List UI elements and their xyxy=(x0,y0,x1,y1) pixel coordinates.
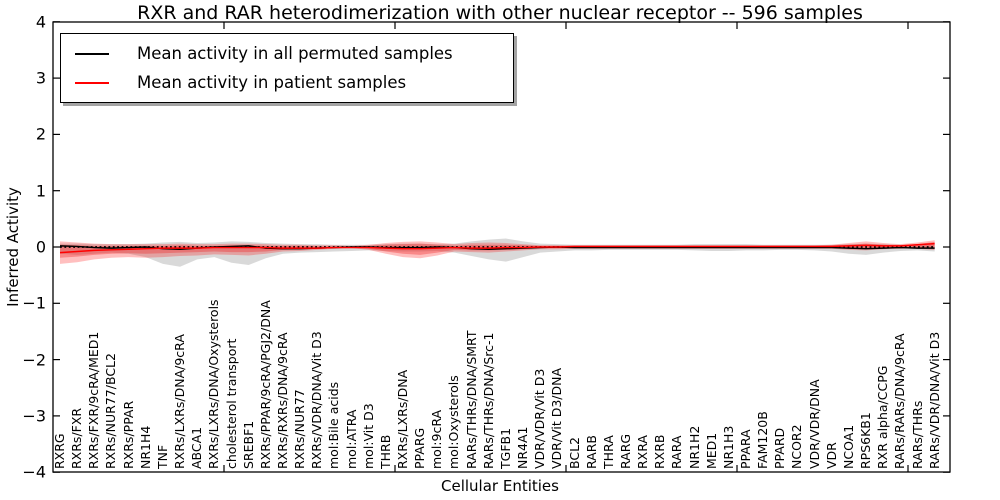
y-tick-label: 1 xyxy=(35,181,46,201)
x-tick-label: RARs/RARs/DNA/9cRA xyxy=(892,333,908,469)
x-tick-label: VDR/Vit D3/DNA xyxy=(549,367,565,469)
x-tick-label: RXRs/FXR xyxy=(69,407,85,469)
y-tick-label: −4 xyxy=(22,462,46,482)
x-tick-label: ABCA1 xyxy=(189,426,205,469)
x-tick-label: NCOR2 xyxy=(789,424,805,469)
x-tick-label: RARA xyxy=(669,435,685,469)
x-tick-label: RXRs/NUR77/BCL2 xyxy=(103,353,119,469)
x-tick-label: RXRG xyxy=(52,433,67,469)
x-tick-label: RXRs/LXRs/DNA xyxy=(395,369,410,469)
x-tick-label: RXRs/LXRs/DNA/9cRA xyxy=(172,334,188,469)
x-tick-label: mol:Oxysterols xyxy=(446,375,462,469)
x-tick-label: PPARG xyxy=(412,427,428,469)
legend-line-permuted-icon xyxy=(75,52,109,55)
x-tick-label: mol:Vit D3 xyxy=(360,403,376,469)
x-tick-label: mol:ATRA xyxy=(343,409,359,469)
y-tick-label: 0 xyxy=(35,237,46,257)
legend: Mean activity in all permuted samples Me… xyxy=(60,33,514,103)
x-tick-label: RARs/VDR/DNA/Vit D3 xyxy=(926,331,942,469)
x-tick-label: mol:9cRA xyxy=(429,409,445,469)
x-tick-label: PPARD xyxy=(772,427,788,469)
x-tick-label: RXRs/RXRs/DNA/9cRA xyxy=(274,332,290,469)
legend-label-patient: Mean activity in patient samples xyxy=(137,73,407,92)
x-tick-label: RXRs/FXR/9cRA/MED1 xyxy=(86,331,102,469)
x-tick-label: FAM120B xyxy=(755,411,771,469)
x-tick-label: RARs/THRs xyxy=(909,400,925,469)
x-tick-label: RARs/THRs/DNA/SMRT xyxy=(463,330,479,469)
x-tick-label: RXRA xyxy=(635,435,651,469)
x-tick-label: cholesterol transport xyxy=(223,338,239,469)
x-tick-label: VDR/VDR/DNA xyxy=(806,379,822,469)
chart-title: RXR and RAR heterodimerization with othe… xyxy=(137,2,863,24)
x-tick-label: mol:Bile acids xyxy=(326,381,342,469)
x-tick-label: PPARA xyxy=(738,429,753,469)
x-tick-label: RXRs/PPAR xyxy=(120,400,136,469)
x-tick-label: VDR/VDR/Vit D3 xyxy=(532,368,548,469)
legend-line-patient-icon xyxy=(75,81,109,84)
x-tick-label: TGFB1 xyxy=(497,427,513,469)
x-tick-label: NR1H2 xyxy=(686,425,702,469)
x-tick-label: RXRs/LXRs/DNA/Oxysterols xyxy=(206,299,222,469)
band-permuted-samples-range xyxy=(60,238,935,267)
x-tick-label: NR4A1 xyxy=(515,426,531,470)
y-tick-label: −2 xyxy=(22,350,46,370)
x-tick-label: SREBF1 xyxy=(240,420,256,469)
legend-item-permuted: Mean activity in all permuted samples xyxy=(61,39,513,68)
x-tick-label: BCL2 xyxy=(566,436,582,469)
legend-label-permuted: Mean activity in all permuted samples xyxy=(137,44,453,63)
x-tick-label: RARs/THRs/DNA/Src-1 xyxy=(480,332,496,469)
x-tick-label: THRB xyxy=(377,434,393,469)
x-tick-label: NR1H4 xyxy=(137,425,153,469)
x-tick-label: RXRs/VDR/DNA/Vit D3 xyxy=(309,331,325,469)
x-axis-label: Cellular Entities xyxy=(441,477,559,495)
x-tick-label: TNF xyxy=(154,444,170,469)
x-tick-label: RPS6KB1 xyxy=(858,412,874,469)
x-tick-label: MED1 xyxy=(703,432,719,469)
x-tick-label: RXRs/PPAR/9cRA/PGJ2/DNA xyxy=(257,300,273,469)
y-tick-label: 2 xyxy=(35,124,46,144)
x-tick-label: NCOA1 xyxy=(840,424,856,469)
legend-item-patient: Mean activity in patient samples xyxy=(61,68,513,97)
y-tick-label: −3 xyxy=(22,406,46,426)
x-tick-label: VDR xyxy=(823,442,839,469)
x-tick-label: NR1H3 xyxy=(720,425,736,469)
y-tick-label: 4 xyxy=(35,12,46,32)
y-tick-label: −1 xyxy=(22,293,46,313)
x-tick-label: RXR alpha/CCPG xyxy=(875,365,891,469)
series-line-1 xyxy=(59,242,935,254)
y-tick-label: 3 xyxy=(35,68,46,88)
x-tick-label: RXRs/NUR77 xyxy=(292,389,308,469)
x-tick-label: THRA xyxy=(600,435,616,469)
x-tick-label: RXRB xyxy=(652,434,668,469)
x-tick-label: RARG xyxy=(617,433,633,469)
x-tick-label: RARB xyxy=(583,435,599,469)
